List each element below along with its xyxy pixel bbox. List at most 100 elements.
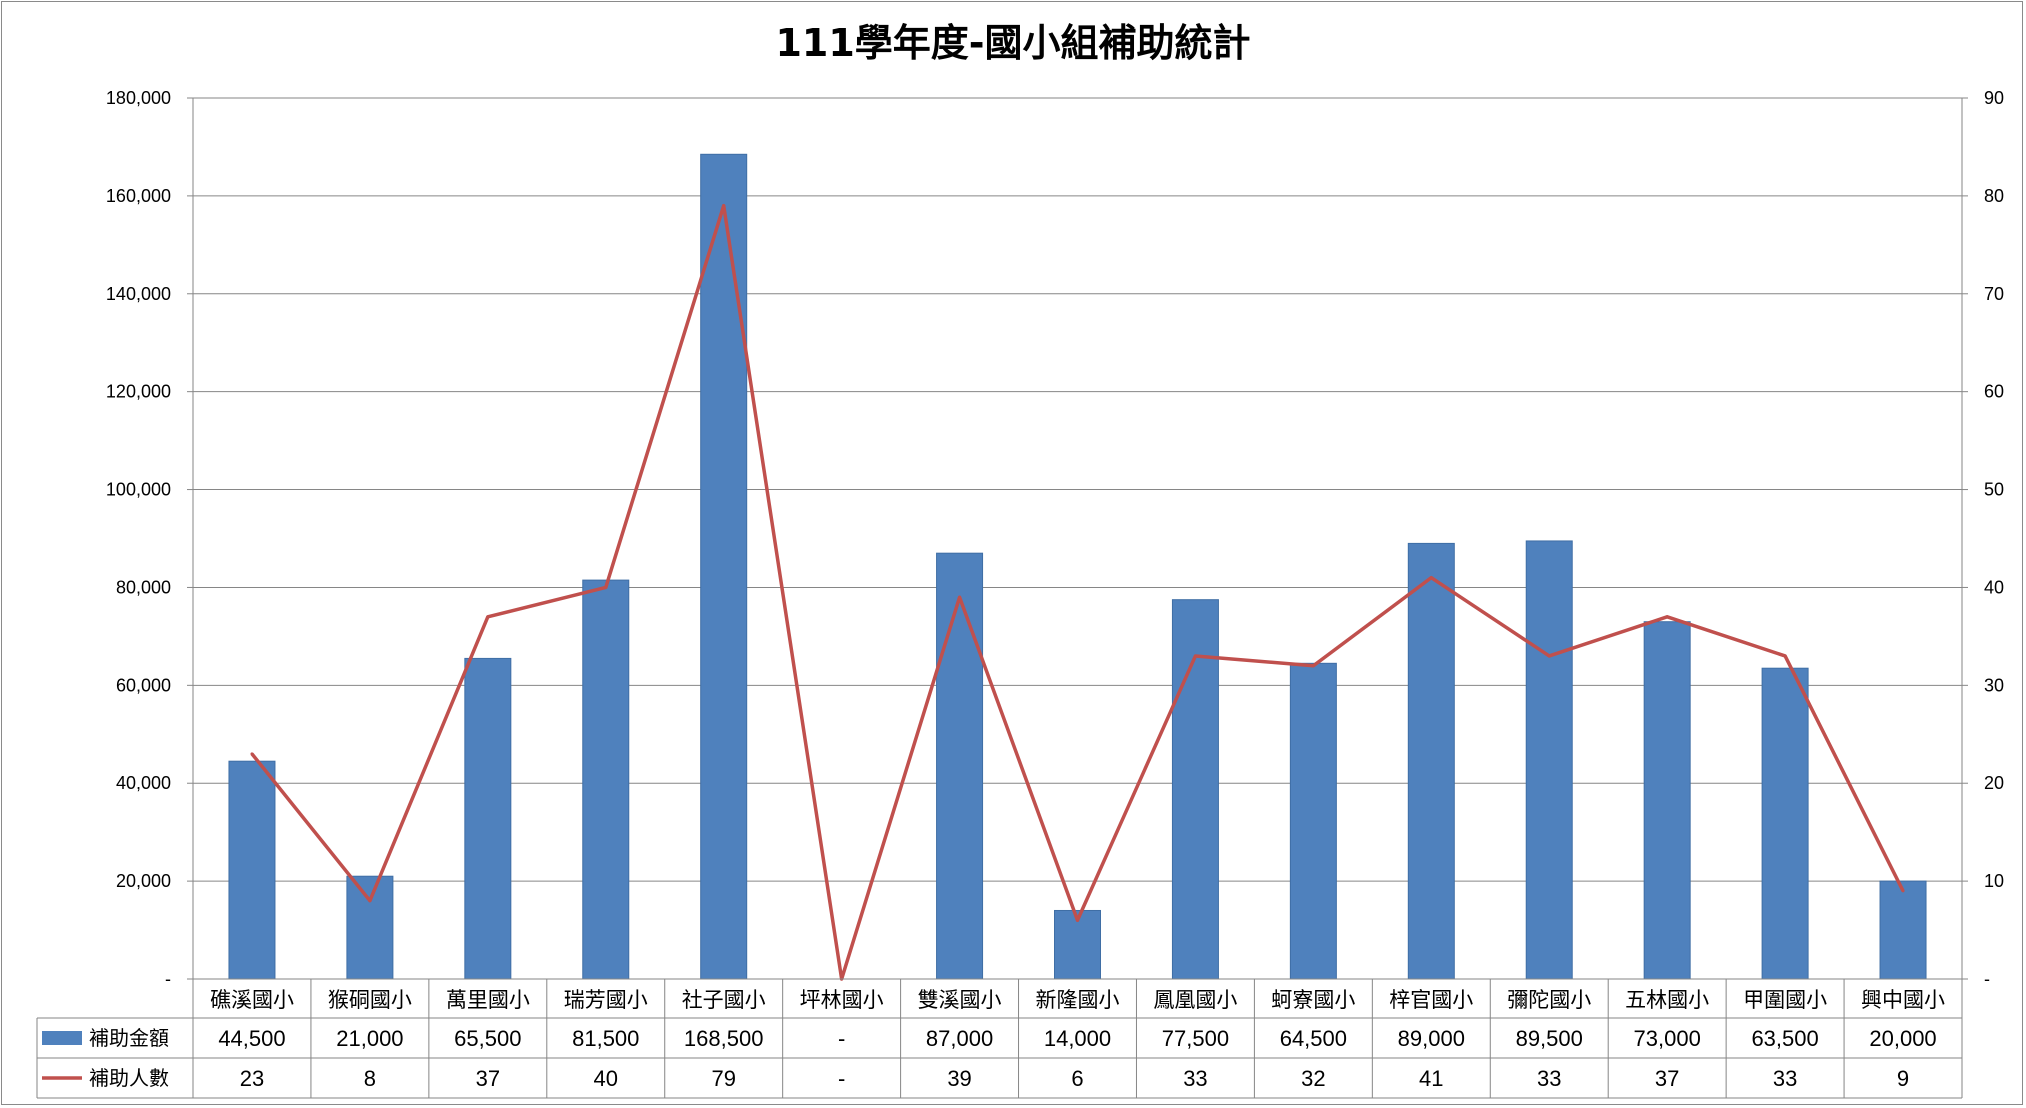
bar	[1643, 621, 1691, 980]
table-cell: -	[838, 1026, 845, 1051]
table-cell: 20,000	[1869, 1026, 1936, 1051]
bar	[464, 657, 512, 980]
bar	[1289, 662, 1337, 980]
table-cell: 40	[594, 1066, 618, 1091]
left-tick-label: 140,000	[106, 284, 171, 304]
right-axis: - 10 20 30 40 50 60 70 80 90	[1961, 88, 2004, 989]
table-cell: -	[838, 1066, 845, 1091]
left-tick-label: 180,000	[106, 88, 171, 108]
table-cell: 65,500	[454, 1026, 521, 1051]
right-tick-label: 10	[1984, 871, 2004, 891]
bar	[228, 760, 276, 980]
table-cell: 33	[1773, 1066, 1797, 1091]
table-cell: 63,500	[1751, 1026, 1818, 1051]
table-cell: 33	[1183, 1066, 1207, 1091]
line-point	[1665, 615, 1669, 619]
table-cell: 33	[1537, 1066, 1561, 1091]
table-cell: 6	[1071, 1066, 1083, 1091]
left-tick-label: 20,000	[116, 871, 171, 891]
legend-key-bar	[42, 1031, 82, 1045]
bar	[700, 153, 748, 980]
line-point	[1783, 654, 1787, 658]
left-tick-label: -	[165, 969, 171, 989]
table-cell: 81,500	[572, 1026, 639, 1051]
table-cell: 14,000	[1044, 1026, 1111, 1051]
table-cell: 37	[1655, 1066, 1679, 1091]
table-cell: 9	[1897, 1066, 1909, 1091]
table-cell: 39	[947, 1066, 971, 1091]
category-label: 新隆國小	[1036, 988, 1120, 1012]
line-point	[1547, 654, 1551, 658]
bar	[1525, 540, 1573, 980]
table-cell: 89,000	[1398, 1026, 1465, 1051]
data-table: 礁溪國小 猴硐國小 萬里國小 瑞芳國小 社子國小 坪林國小 雙溪國小 新隆國小 鳳凰國小 蚵寮國小…	[36, 978, 1963, 1099]
category-label: 瑞芳國小	[564, 988, 648, 1012]
table-cell: 21,000	[336, 1026, 403, 1051]
table-cell: 37	[476, 1066, 500, 1091]
bar	[1879, 880, 1927, 980]
right-tick-label: 70	[1984, 284, 2004, 304]
right-tick-label: 90	[1984, 88, 2004, 108]
left-tick-label: 120,000	[106, 382, 171, 402]
category-label: 鳳凰國小	[1153, 988, 1237, 1012]
category-label: 社子國小	[682, 988, 766, 1012]
line-point	[1076, 918, 1079, 922]
category-label: 雙溪國小	[918, 988, 1002, 1012]
left-tick-label: 100,000	[106, 480, 171, 500]
table-cell: 23	[240, 1066, 264, 1091]
line-point	[1311, 664, 1315, 668]
right-tick-label: 20	[1984, 773, 2004, 793]
table-cell: 8	[364, 1066, 376, 1091]
table-cell: 41	[1419, 1066, 1443, 1091]
line-point	[486, 615, 490, 619]
category-label: 礁溪國小	[210, 988, 294, 1012]
left-tick-label: 160,000	[106, 186, 171, 206]
table-cell: 64,500	[1280, 1026, 1347, 1051]
table-cell: 32	[1301, 1066, 1325, 1091]
table-cell: 73,000	[1634, 1026, 1701, 1051]
line-point	[1193, 654, 1197, 658]
legend-label: 補助人數	[89, 1066, 169, 1090]
right-tick-label: 80	[1984, 186, 2004, 206]
legend-label: 補助金額	[89, 1026, 169, 1050]
left-axis: - 20,000 40,000 60,000 80,000 100,000 120,000 1…	[106, 88, 194, 989]
category-label: 彌陀國小	[1507, 988, 1591, 1012]
table-cell: 44,500	[218, 1026, 285, 1051]
line-point	[368, 899, 372, 903]
right-tick-label: 50	[1984, 480, 2004, 500]
right-tick-label: 60	[1984, 382, 2004, 402]
table-cell: 77,500	[1162, 1026, 1229, 1051]
chart-title: 111學年度-國小組補助統計	[775, 21, 1250, 65]
bar	[582, 579, 630, 980]
category-label: 梓官國小	[1389, 988, 1473, 1012]
left-tick-label: 60,000	[116, 675, 171, 695]
table-cell: 79	[711, 1066, 735, 1091]
line-point	[958, 595, 962, 599]
table-cell: 87,000	[926, 1026, 993, 1051]
category-label: 蚵寮國小	[1271, 988, 1355, 1012]
line-point	[1901, 889, 1905, 893]
bar	[1761, 667, 1809, 980]
category-label: 坪林國小	[800, 988, 884, 1012]
right-tick-label: 30	[1984, 675, 2004, 695]
bar	[1407, 542, 1455, 980]
bar-series	[228, 153, 1927, 980]
table-cell: 89,500	[1516, 1026, 1583, 1051]
category-label: 猴硐國小	[328, 988, 412, 1012]
right-tick-label: 40	[1984, 577, 2004, 597]
gridlines	[193, 97, 1962, 882]
table-cell: 168,500	[684, 1026, 764, 1051]
bar	[936, 552, 984, 980]
category-label: 萬里國小	[446, 988, 530, 1012]
line-point	[604, 585, 608, 589]
category-label: 興中國小	[1861, 988, 1945, 1012]
left-tick-label: 80,000	[116, 577, 171, 597]
category-label: 甲圍國小	[1743, 988, 1827, 1012]
right-tick-label: -	[1984, 969, 1990, 989]
line-point	[250, 752, 254, 756]
category-label: 五林國小	[1625, 988, 1709, 1012]
bar	[346, 875, 394, 980]
line-point	[1429, 576, 1433, 580]
